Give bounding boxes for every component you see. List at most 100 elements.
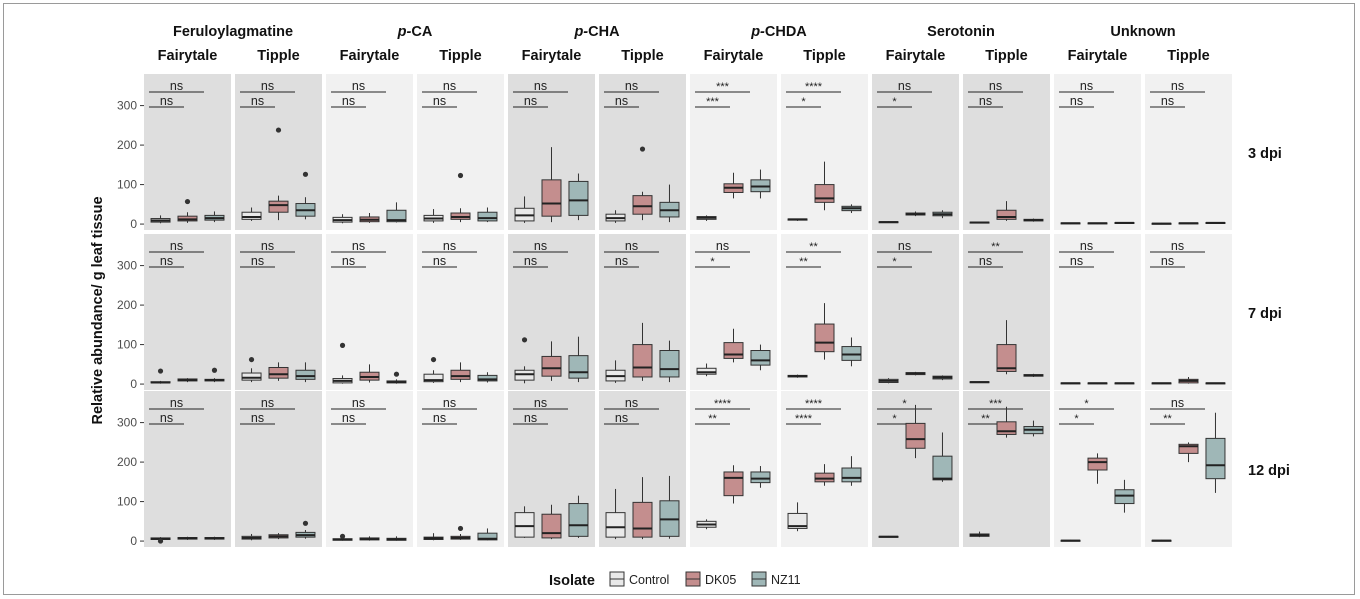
significance-label: ns [524, 94, 537, 108]
panel-background [326, 234, 413, 390]
significance-label: ns [251, 411, 264, 425]
significance-label: * [1084, 398, 1089, 410]
significance-label: ns [261, 239, 274, 253]
cultivar-header: Fairytale [158, 48, 218, 64]
significance-label: ** [981, 413, 990, 425]
compound-header: p-CHA [573, 24, 620, 40]
box [632, 501, 653, 538]
significance-label: *** [989, 398, 1003, 410]
significance-label: **** [805, 81, 823, 93]
significance-label: * [1074, 413, 1079, 425]
outlier-point [157, 538, 164, 544]
significance-label: ns [261, 79, 274, 93]
significance-label: ns [251, 94, 264, 108]
box [750, 350, 771, 366]
y-tick-label: 100 [117, 338, 137, 352]
significance-label: ns [979, 94, 992, 108]
box [905, 422, 926, 449]
panel-background [872, 234, 959, 390]
significance-label: ns [1171, 79, 1184, 93]
significance-label: ns [534, 239, 547, 253]
y-axis-title: Relative abundance/ g leaf tissue [90, 196, 106, 424]
outlier-point [302, 171, 309, 177]
box [241, 211, 262, 220]
significance-label: ns [524, 411, 537, 425]
outlier-point [275, 127, 282, 133]
significance-label: * [892, 96, 897, 108]
cultivar-header: Tipple [1167, 48, 1209, 64]
cultivar-header: Fairytale [704, 48, 764, 64]
significance-label: **** [714, 398, 732, 410]
cultivar-header: Fairytale [1068, 48, 1128, 64]
significance-label: ns [261, 396, 274, 410]
box [750, 471, 771, 484]
significance-label: * [892, 256, 897, 268]
outlier-point [339, 533, 346, 539]
box [996, 209, 1017, 220]
significance-label: ns [625, 239, 638, 253]
timepoint-label: 12 dpi [1248, 463, 1290, 479]
legend-label: DK05 [705, 573, 736, 587]
legend-label: NZ11 [771, 573, 801, 587]
significance-label: ns [352, 396, 365, 410]
compound-header: Serotonin [927, 24, 995, 40]
significance-label: * [801, 96, 806, 108]
box [541, 513, 562, 539]
box [241, 372, 262, 381]
box [295, 369, 316, 380]
significance-label: ns [615, 254, 628, 268]
panel-background [144, 74, 231, 230]
significance-label: * [710, 256, 715, 268]
box [541, 355, 562, 377]
box [386, 209, 407, 223]
panel-background [144, 391, 231, 547]
panel-background [1145, 74, 1232, 230]
significance-label: ns [1161, 254, 1174, 268]
panel-background [1054, 234, 1141, 390]
y-tick-label: 300 [117, 259, 137, 273]
outlier-point [157, 368, 164, 374]
significance-label: ns [898, 79, 911, 93]
outlier-point [248, 356, 255, 363]
outlier-point [393, 371, 400, 377]
box [814, 184, 835, 203]
outlier-point [457, 525, 464, 532]
box [268, 366, 289, 379]
significance-label: ns [170, 239, 183, 253]
significance-label: ** [799, 256, 808, 268]
compound-header: p-CHDA [750, 24, 807, 40]
significance-label: ns [979, 254, 992, 268]
significance-label: ns [1080, 79, 1093, 93]
significance-label: ** [991, 241, 1000, 253]
panel-background [144, 234, 231, 390]
box [450, 369, 471, 380]
y-tick-label: 0 [130, 534, 137, 548]
significance-label: ns [716, 239, 729, 253]
cultivar-header: Tipple [439, 48, 481, 64]
outlier-point [211, 367, 218, 373]
panel-background [326, 391, 413, 547]
cultivar-header: Tipple [803, 48, 845, 64]
significance-label: ns [1171, 239, 1184, 253]
box [568, 355, 589, 379]
y-tick-label: 200 [117, 455, 137, 469]
box [996, 344, 1017, 372]
compound-header: Unknown [1110, 24, 1175, 40]
significance-label: ns [898, 239, 911, 253]
box [1087, 457, 1108, 471]
significance-label: ns [1171, 396, 1184, 410]
box [1205, 437, 1226, 480]
significance-label: ns [160, 411, 173, 425]
box [632, 195, 653, 215]
y-tick-label: 100 [117, 495, 137, 509]
panel-background [872, 74, 959, 230]
y-tick-label: 0 [130, 217, 137, 231]
significance-label: ns [342, 411, 355, 425]
significance-label: ns [615, 411, 628, 425]
cultivar-header: Tipple [985, 48, 1027, 64]
significance-label: ns [625, 79, 638, 93]
box [1178, 443, 1199, 454]
significance-label: *** [706, 96, 720, 108]
significance-label: ns [1070, 254, 1083, 268]
outlier-point [302, 520, 309, 526]
